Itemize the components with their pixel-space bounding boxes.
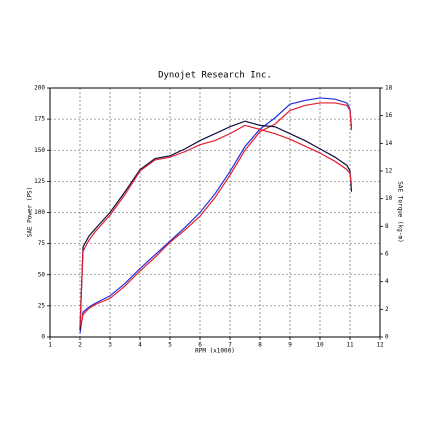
x-tick-label: 11	[346, 342, 354, 349]
y2-tick-label: 14	[385, 140, 393, 147]
y2-axis-label: SAE Torque (kg-m)	[397, 181, 404, 242]
series-line	[79, 102, 353, 330]
x-tick-label: 4	[138, 342, 142, 349]
plot-frame	[49, 87, 381, 338]
y2-tick-label: 12	[385, 168, 393, 175]
y-tick-label: 175	[34, 116, 45, 123]
y-tick-label: 75	[38, 240, 46, 247]
y2-tick-label: 4	[385, 278, 389, 285]
y2-tick-label: 18	[385, 85, 393, 92]
y2-tick-label: 16	[385, 112, 393, 119]
y-tick-label: 200	[34, 85, 45, 92]
y-tick-label: 125	[34, 178, 45, 185]
chart-title: Dynojet Research Inc.	[158, 71, 272, 81]
x-tick-label: 3	[108, 342, 112, 349]
x-tick-label: 1	[48, 342, 52, 349]
x-tick-label: 5	[168, 342, 172, 349]
y2-tick-label: 10	[385, 195, 393, 202]
y-axis-label: SAE Power (PS)	[27, 187, 34, 238]
x-tick-label: 8	[258, 342, 262, 349]
y2-tick-label: 8	[385, 223, 389, 230]
y2-tick-label: 6	[385, 251, 389, 258]
x-tick-label: 2	[78, 342, 82, 349]
x-axis-label: RPM (x1000)	[195, 348, 235, 355]
y-tick-label: 150	[34, 147, 45, 154]
series-line	[79, 97, 353, 334]
y2-tick-label: 2	[385, 306, 389, 313]
y-tick-label: 50	[38, 271, 46, 278]
x-tick-label: 6	[198, 342, 202, 349]
series-line	[79, 124, 353, 326]
y-tick-label: 0	[41, 334, 45, 341]
x-tick-label: 7	[228, 342, 232, 349]
y-tick-label: 25	[38, 302, 46, 309]
x-tick-label: 10	[316, 342, 324, 349]
y2-tick-label: 0	[385, 334, 389, 341]
series-line	[79, 120, 353, 331]
x-tick-label: 9	[288, 342, 292, 349]
x-tick-label: 12	[376, 342, 384, 349]
y-tick-label: 100	[34, 209, 45, 216]
